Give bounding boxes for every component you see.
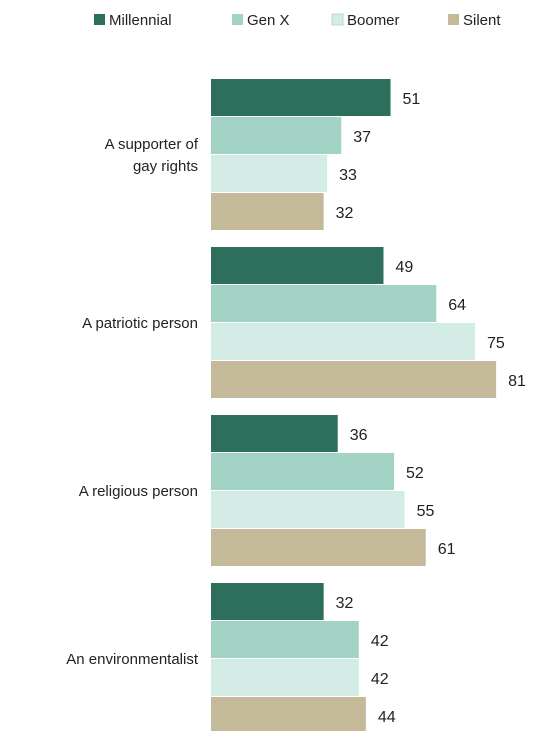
bar-gen-x-2 — [211, 453, 395, 490]
data-label-millennial-0: 51 — [403, 91, 421, 108]
bar-gen-x-1 — [211, 285, 437, 322]
bar-gen-x-3 — [211, 621, 359, 658]
data-label-boomer-0: 33 — [339, 167, 357, 184]
legend-label-gen-x: Gen X — [247, 12, 290, 29]
legend-swatch-silent — [448, 14, 459, 25]
data-label-boomer-3: 42 — [371, 671, 389, 688]
bar-millennial-3 — [211, 583, 324, 620]
bar-boomer-0 — [211, 155, 328, 192]
data-labels: 51 37 33 32 49 64 75 81 36 52 55 61 32 42 42 44 — [336, 91, 526, 726]
bar-silent-0 — [211, 193, 324, 230]
bar-boomer-3 — [211, 659, 359, 696]
bar-silent-2 — [211, 529, 426, 566]
legend-label-millennial: Millennial — [109, 12, 172, 29]
data-label-silent-0: 32 — [336, 205, 354, 222]
data-label-boomer-1: 75 — [487, 335, 505, 352]
data-label-silent-3: 44 — [378, 709, 396, 726]
data-label-millennial-3: 32 — [336, 595, 354, 612]
bar-millennial-0 — [211, 79, 391, 116]
category-labels: A supporter of gay rights A patriotic pers… — [66, 136, 199, 668]
category-label-3: An environmentalist — [66, 651, 199, 668]
data-label-gen-x-1: 64 — [448, 297, 466, 314]
data-label-millennial-1: 49 — [395, 259, 413, 276]
data-label-millennial-2: 36 — [350, 427, 368, 444]
legend-swatch-boomer — [331, 13, 344, 26]
bar-millennial-2 — [211, 415, 338, 452]
legend: Millennial Gen X Boomer Silent — [94, 12, 501, 29]
legend-swatch-millennial — [94, 14, 105, 25]
category-label-0: A supporter of gay rights — [105, 136, 199, 175]
bar-silent-3 — [211, 697, 366, 731]
bar-gen-x-0 — [211, 117, 342, 154]
bar-boomer-1 — [211, 323, 475, 360]
data-label-silent-1: 81 — [508, 373, 526, 390]
legend-label-silent: Silent — [463, 12, 501, 29]
legend-label-boomer: Boomer — [347, 12, 400, 29]
bar-silent-1 — [211, 361, 497, 398]
bar-boomer-2 — [211, 491, 405, 528]
data-label-silent-2: 61 — [438, 541, 456, 558]
legend-swatch-gen-x — [232, 14, 243, 25]
data-label-gen-x-0: 37 — [353, 129, 371, 146]
category-label-2: A religious person — [79, 483, 198, 500]
category-label-1: A patriotic person — [82, 315, 198, 332]
data-label-boomer-2: 55 — [417, 503, 435, 520]
data-label-gen-x-3: 42 — [371, 633, 389, 650]
data-label-gen-x-2: 52 — [406, 465, 424, 482]
bars — [211, 79, 497, 731]
bar-millennial-1 — [211, 247, 384, 284]
